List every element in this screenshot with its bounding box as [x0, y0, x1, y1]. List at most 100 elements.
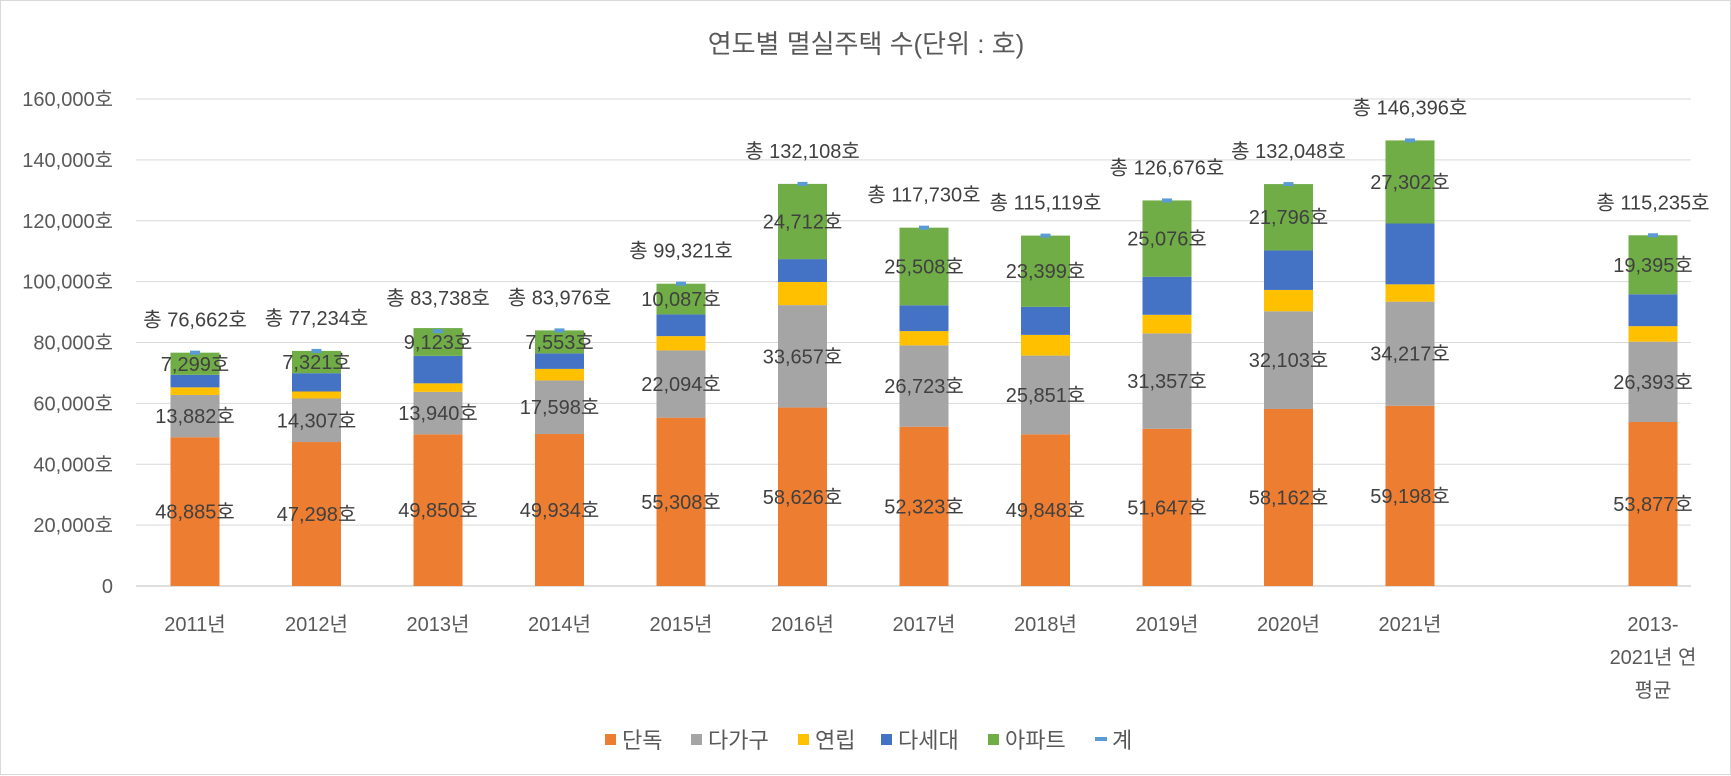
legend-label: 단독: [622, 728, 662, 753]
bar-segment-다세대: [292, 373, 341, 392]
bar-segment-다세대: [656, 314, 706, 337]
chart-title: 연도별 멸실주택 수(단위 : 호): [708, 29, 1025, 59]
segment-label: 25,851호: [1006, 385, 1086, 407]
segment-label: 31,357호: [1127, 371, 1207, 393]
bar-segment-단독: [292, 442, 341, 586]
segment-label: 34,217호: [1370, 344, 1450, 366]
x-tick-label: 2021년: [1379, 613, 1442, 636]
segment-label: 49,848호: [1006, 500, 1086, 522]
x-tick-label: 2019년: [1136, 613, 1199, 636]
segment-label: 23,399호: [1006, 261, 1086, 283]
y-tick-label: 20,000호: [33, 515, 113, 537]
segment-label: 21,796호: [1249, 207, 1329, 229]
bar-segment-아파트: [292, 350, 341, 374]
segment-label: 25,076호: [1127, 229, 1207, 251]
total-label: 총 115,235호: [1596, 191, 1709, 214]
segment-label: 47,298호: [277, 504, 357, 526]
segment-label: 13,940호: [398, 403, 478, 425]
y-tick-label: 120,000호: [22, 211, 113, 233]
x-tick-label: 2016년: [771, 613, 834, 636]
bar-segment-다세대: [413, 355, 463, 384]
bar-segment-연립: [1264, 289, 1313, 312]
total-label: 총 132,108호: [745, 140, 860, 163]
y-tick-label: 60,000호: [33, 393, 113, 415]
x-tick-label: 2012년: [285, 613, 348, 636]
x-tick-label: 평균: [1635, 679, 1672, 702]
bar-segment-다세대: [1264, 250, 1313, 290]
bar-segment-다가구: [1264, 311, 1313, 409]
bar-segment-다가구: [413, 391, 463, 435]
data-labels: 총 76,662호 48,885호 13,882호 7,299호 총 77,234호 47…: [143, 96, 1709, 526]
bar-segment-단독: [1264, 408, 1313, 586]
bar-segment-다가구: [1628, 341, 1678, 423]
segment-label: 59,198호: [1370, 486, 1450, 508]
segment-label: 25,508호: [884, 256, 964, 278]
legend-label: 다가구: [708, 728, 769, 753]
bar-segment-단독: [1628, 422, 1678, 586]
segment-label: 22,094호: [641, 374, 721, 396]
x-tick-label: 2021년 연: [1610, 646, 1697, 669]
y-tick-label: 160,000호: [22, 89, 113, 111]
segment-label: 26,723호: [884, 376, 964, 398]
bar-segment-다세대: [778, 259, 827, 282]
bar-segment-다세대: [1385, 223, 1435, 285]
bar-segment-아파트: [1021, 235, 1070, 307]
segment-label: 58,162호: [1249, 487, 1329, 509]
y-tick-label: 40,000호: [33, 454, 113, 476]
bar-segment-단독: [778, 407, 827, 586]
segment-label: 13,882호: [155, 406, 235, 428]
y-tick-label: 140,000호: [22, 150, 113, 172]
bar-segment-다세대: [170, 374, 220, 388]
bar-segment-연립: [1628, 326, 1678, 342]
bar-segment-연립: [170, 387, 220, 395]
segment-label: 24,712호: [763, 212, 843, 234]
segment-label: 10,087호: [641, 289, 721, 311]
legend-swatch-아파트: [988, 734, 999, 745]
x-tick-label: 2013-: [1627, 614, 1678, 636]
legend: 단독 다가구 연립 다세대 아파트 계: [605, 728, 1132, 753]
bar-segment-다가구: [170, 394, 220, 438]
segment-label: 52,323호: [884, 496, 964, 518]
bar-segment-아파트: [1264, 184, 1313, 251]
legend-swatch-연립: [798, 734, 809, 745]
bar-segment-단독: [656, 417, 706, 586]
bar-segment-단독: [413, 434, 463, 586]
bar-segment-연립: [1021, 334, 1070, 356]
total-label: 총 115,119호: [990, 192, 1102, 215]
bar-segment-단독: [1021, 434, 1070, 586]
legend-label: 아파트: [1005, 728, 1066, 753]
bar-segment-다세대: [1021, 306, 1070, 335]
total-label: 총 146,396호: [1353, 96, 1468, 119]
bar-segment-아파트: [1628, 235, 1678, 295]
bar-segment-다가구: [778, 305, 827, 408]
total-label: 총 117,730호: [867, 184, 980, 207]
bar-segment-다세대: [899, 305, 949, 332]
bar-segment-연립: [778, 281, 827, 306]
bar-segment-연립: [535, 368, 584, 381]
bar-segment-다가구: [292, 398, 341, 443]
bar-segment-다세대: [1142, 276, 1192, 315]
segment-label: 7,553호: [525, 332, 593, 354]
segment-label: 53,877호: [1613, 494, 1693, 516]
y-axis: 0 20,000호 40,000호 60,000호 80,000호 100,000호 120…: [22, 89, 113, 598]
total-label: 총 126,676호: [1110, 156, 1225, 179]
bar-segment-연립: [1142, 314, 1192, 334]
x-tick-label: 2011년: [164, 613, 225, 636]
segment-label: 19,395호: [1613, 255, 1693, 277]
bar-segment-아파트: [170, 352, 220, 375]
segment-label: 7,321호: [282, 352, 350, 374]
total-label: 총 76,662호: [143, 309, 247, 332]
segment-label: 9,123호: [404, 332, 472, 354]
segment-label: 55,308호: [641, 492, 721, 514]
bar-segment-아파트: [778, 183, 827, 260]
total-label: 총 83,976호: [508, 286, 612, 309]
bar-segment-아파트: [656, 283, 706, 315]
legend-swatch-다세대: [881, 734, 892, 745]
bars: [170, 138, 1678, 586]
segment-label: 48,885호: [155, 502, 235, 524]
total-label: 총 99,321호: [629, 240, 733, 263]
y-tick-label: 100,000호: [22, 272, 113, 294]
bar-segment-다세대: [535, 353, 584, 369]
